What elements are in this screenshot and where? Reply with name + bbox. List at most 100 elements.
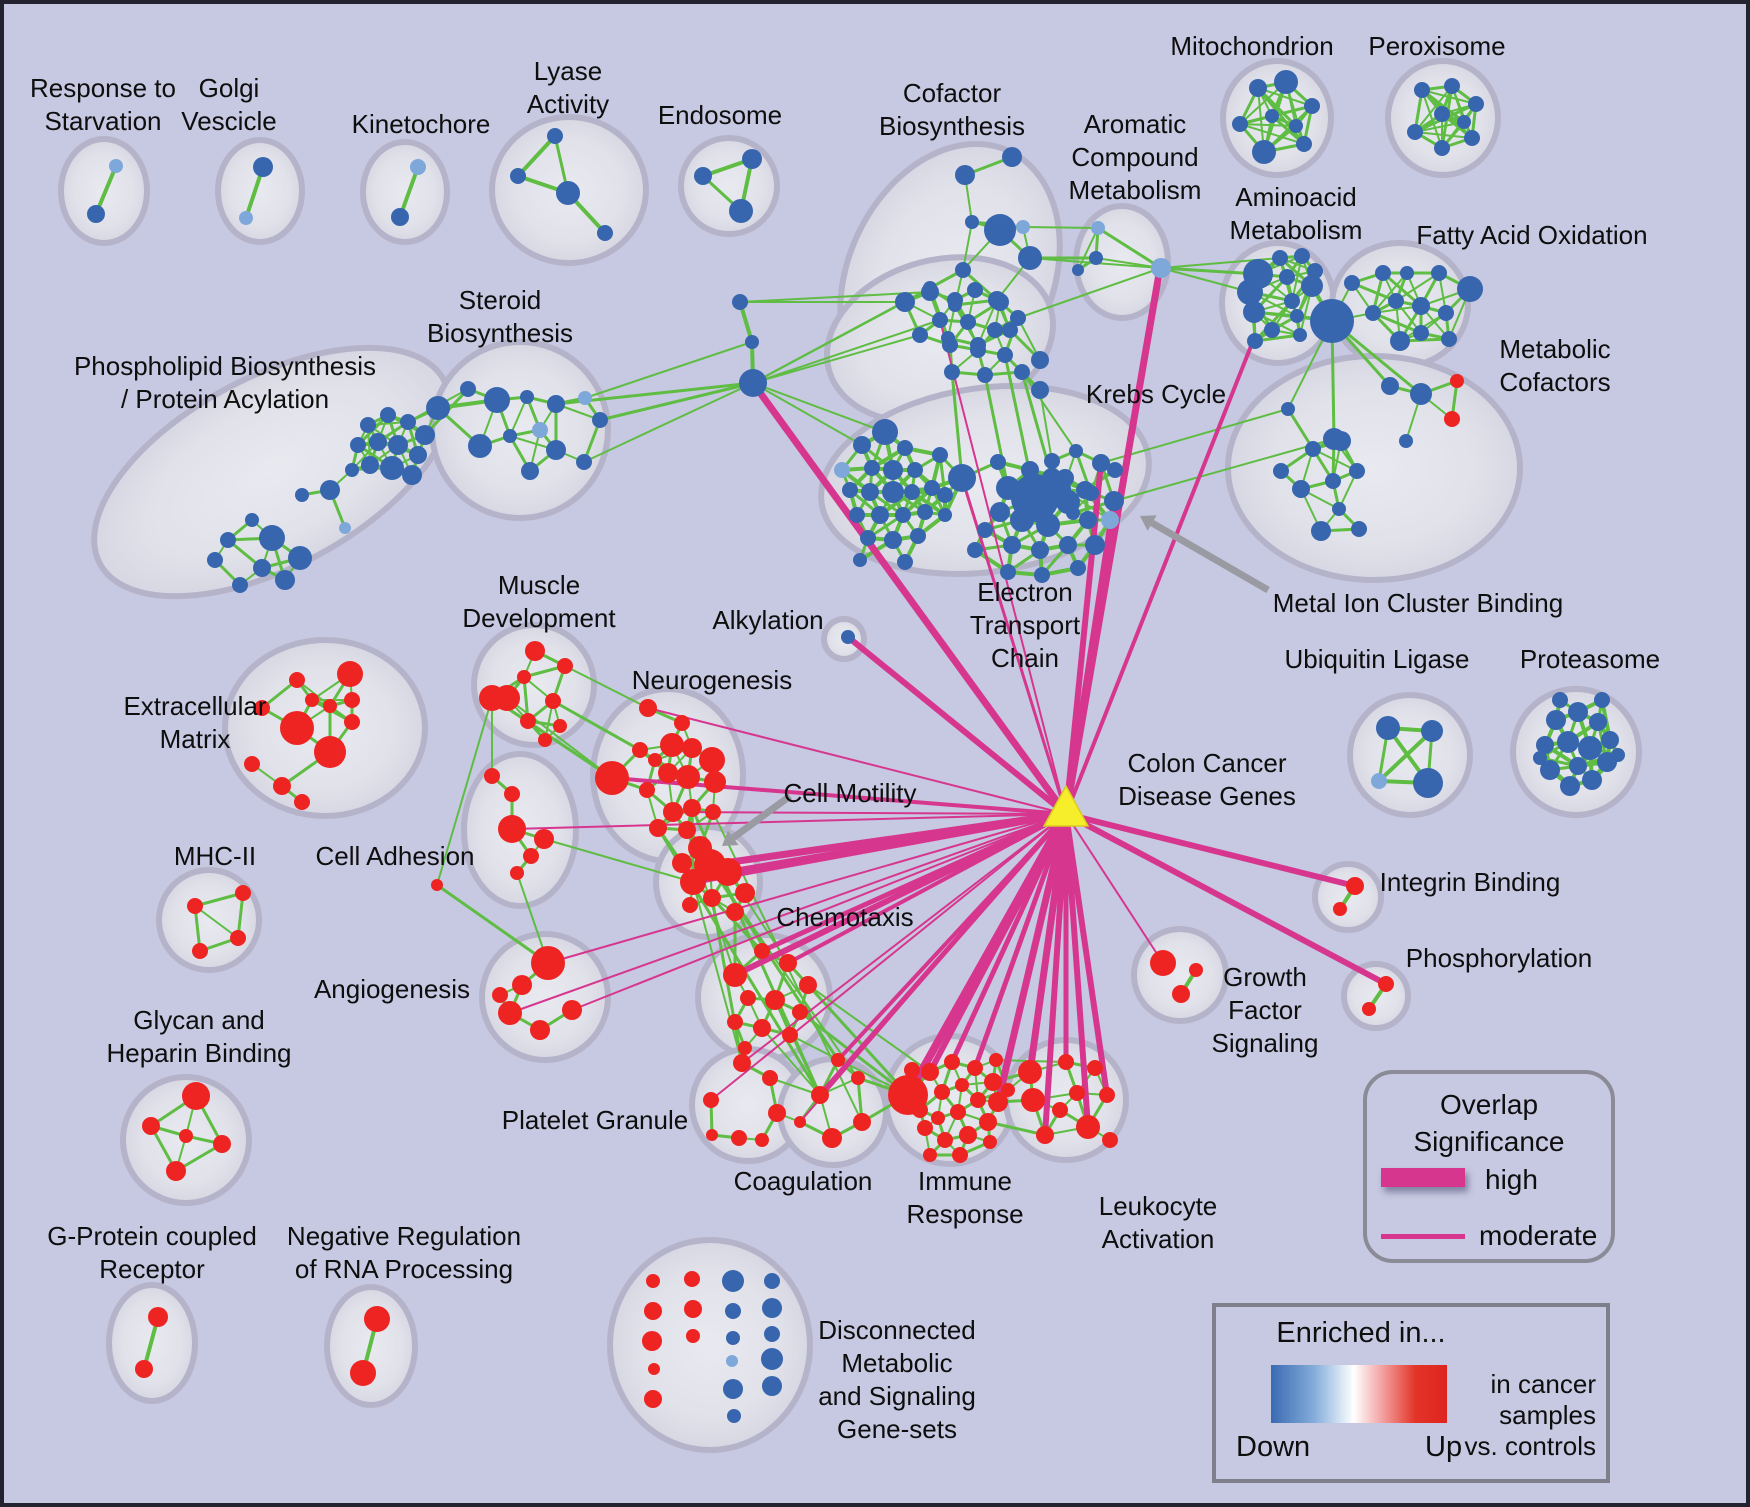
gene-set-node[interactable] [468,434,492,458]
gene-set-node[interactable] [1431,265,1447,281]
gene-set-node[interactable] [1002,147,1022,167]
gene-set-node[interactable] [1107,462,1123,478]
gene-set-node[interactable] [1290,309,1304,323]
gene-set-node[interactable] [1036,513,1060,537]
gene-set-node[interactable] [431,879,443,891]
gene-set-node[interactable] [1331,431,1351,451]
gene-set-node[interactable] [517,670,531,684]
gene-set-node[interactable] [1296,136,1312,152]
gene-set-node[interactable] [682,738,702,758]
gene-set-node[interactable] [1018,1060,1042,1084]
gene-set-node[interactable] [646,1274,660,1288]
gene-set-node[interactable] [187,898,203,914]
gene-set-node[interactable] [722,1270,744,1292]
gene-set-node[interactable] [259,525,285,551]
gene-set-node[interactable] [660,733,684,757]
gene-set-node[interactable] [967,282,983,298]
gene-set-node[interactable] [235,885,251,901]
gene-set-node[interactable] [557,658,573,674]
gene-set-node[interactable] [753,1019,771,1037]
gene-set-node[interactable] [344,714,360,730]
gene-set-node[interactable] [1014,364,1030,380]
gene-set-node[interactable] [967,1060,983,1076]
gene-set-node[interactable] [948,464,976,492]
gene-set-node[interactable] [148,1307,168,1327]
gene-set-node[interactable] [726,1355,738,1367]
gene-set-node[interactable] [1172,985,1190,1003]
gene-set-node[interactable] [1457,276,1483,302]
gene-set-node[interactable] [1457,115,1471,129]
gene-set-node[interactable] [337,661,363,687]
gene-set-node[interactable] [1272,250,1288,266]
gene-set-node[interactable] [1413,768,1443,798]
gene-set-node[interactable] [937,1132,953,1148]
gene-set-node[interactable] [253,157,273,177]
gene-set-node[interactable] [644,1390,662,1408]
gene-set-node[interactable] [883,460,903,480]
gene-set-node[interactable] [320,480,340,500]
gene-set-node[interactable] [950,1104,966,1120]
gene-set-node[interactable] [364,1306,390,1332]
gene-set-node[interactable] [534,829,554,849]
gene-set-node[interactable] [484,387,510,413]
gene-set-node[interactable] [1092,454,1110,472]
gene-set-node[interactable] [1410,383,1432,405]
gene-set-node[interactable] [1044,453,1060,469]
gene-set-node[interactable] [1413,325,1429,341]
gene-set-node[interactable] [545,693,561,709]
gene-set-node[interactable] [938,508,952,522]
gene-set-node[interactable] [723,963,747,987]
gene-set-node[interactable] [682,897,698,913]
gene-set-node[interactable] [639,699,657,717]
gene-set-node[interactable] [822,1128,842,1148]
gene-set-node[interactable] [380,456,404,480]
gene-set-node[interactable] [849,507,865,523]
gene-set-node[interactable] [755,1133,769,1147]
gene-set-node[interactable] [345,463,359,477]
gene-set-node[interactable] [1000,564,1016,580]
gene-set-node[interactable] [1362,1002,1376,1016]
gene-set-node[interactable] [1376,716,1400,740]
gene-set-node[interactable] [1102,1132,1118,1148]
gene-set-node[interactable] [642,1331,662,1351]
gene-set-node[interactable] [1444,78,1460,94]
gene-set-node[interactable] [1273,463,1289,479]
gene-set-node[interactable] [988,1092,1008,1112]
gene-set-node[interactable] [989,1053,1003,1067]
gene-set-node[interactable] [1390,331,1410,351]
gene-set-node[interactable] [1279,269,1295,285]
gene-set-node[interactable] [460,381,476,397]
gene-set-node[interactable] [1444,411,1460,427]
gene-set-node[interactable] [895,507,911,523]
gene-set-node[interactable] [742,149,762,169]
gene-set-node[interactable] [1464,130,1480,146]
gene-set-node[interactable] [1247,333,1263,349]
gene-set-node[interactable] [884,531,902,549]
gene-set-node[interactable] [834,462,850,478]
gene-set-node[interactable] [851,1071,865,1085]
gene-set-node[interactable] [532,422,548,438]
gene-set-node[interactable] [1249,79,1267,97]
gene-set-node[interactable] [1284,293,1300,309]
gene-set-node[interactable] [955,262,971,278]
gene-set-node[interactable] [740,990,756,1006]
gene-set-node[interactable] [912,1102,928,1118]
gene-set-node[interactable] [680,869,706,895]
gene-set-node[interactable] [944,1054,960,1070]
gene-set-node[interactable] [344,692,360,708]
gene-set-node[interactable] [686,1329,700,1343]
gene-set-node[interactable] [1332,502,1346,516]
gene-set-node[interactable] [410,159,426,175]
gene-set-node[interactable] [952,1147,968,1163]
gene-set-node[interactable] [1578,736,1602,760]
gene-set-node[interactable] [1076,481,1094,499]
gene-set-node[interactable] [1434,140,1450,156]
gene-set-node[interactable] [872,419,898,445]
gene-set-node[interactable] [521,462,539,480]
gene-set-node[interactable] [280,711,314,745]
gene-set-node[interactable] [725,1303,741,1319]
gene-set-node[interactable] [1085,535,1105,555]
gene-set-node[interactable] [1304,98,1320,114]
gene-set-node[interactable] [498,1001,522,1025]
gene-set-node[interactable] [1069,444,1083,458]
